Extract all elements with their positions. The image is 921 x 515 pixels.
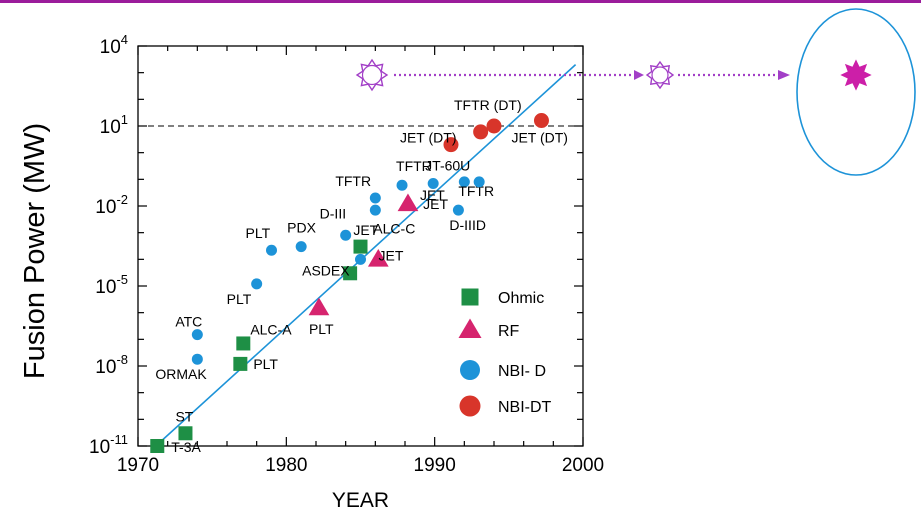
point-label: T-3A (171, 439, 201, 455)
nbidt-marker (443, 137, 459, 153)
point-label: JET (423, 196, 448, 212)
nbid-marker (369, 204, 381, 216)
arrow-head (634, 70, 644, 80)
point-label: PDX (287, 220, 316, 236)
legend-marker-nbidt (459, 395, 481, 417)
ohmic-marker (178, 426, 193, 441)
legend-label: RF (498, 323, 520, 340)
rf-marker (397, 193, 419, 212)
nbid-marker (251, 278, 263, 290)
y-tick-label: 10-5 (95, 272, 128, 298)
x-tick-label: 1980 (265, 455, 307, 476)
starburst-center (361, 64, 383, 86)
point-label: TFTR (DT) (454, 97, 522, 113)
ohmic-marker (353, 239, 368, 254)
point-label: JT-60U (425, 157, 470, 173)
point-label: ASDEX (302, 262, 350, 278)
nbidt-marker (486, 118, 502, 134)
x-tick-label: 1990 (414, 455, 456, 476)
point-label: ALC-C (373, 220, 415, 236)
legend-marker-ohmic (461, 288, 479, 306)
point-label: PLT (253, 356, 278, 372)
legend-marker-rf (458, 318, 482, 339)
x-tick-label: 2000 (562, 455, 604, 476)
rf-marker (308, 297, 330, 316)
point-label: TFTR (396, 158, 432, 174)
nbid-marker (191, 329, 203, 341)
ohmic-marker (236, 336, 251, 351)
nbid-marker (473, 176, 485, 188)
nbid-marker (452, 204, 464, 216)
nbid-marker (369, 192, 381, 204)
target-star-icon (840, 59, 872, 91)
y-tick-label: 101 (100, 112, 128, 138)
trend-line (155, 64, 577, 447)
point-label: JET (353, 222, 378, 238)
nbidt-marker (473, 124, 489, 140)
point-label: PLT (246, 225, 271, 241)
point-label: PLT (227, 291, 252, 307)
nbid-marker (266, 244, 277, 256)
point-label: JET (379, 247, 404, 263)
nbid-marker (396, 179, 408, 191)
point-label: TFTR (458, 183, 494, 199)
legend-label: Ohmic (498, 290, 544, 307)
ohmic-marker (150, 439, 165, 453)
nbid-marker (340, 229, 352, 241)
ohmic-marker (343, 266, 358, 281)
target-ellipse (796, 8, 916, 176)
nbidt-marker (533, 113, 549, 129)
starburst-center (651, 66, 669, 84)
nbid-marker (427, 177, 439, 189)
legend-label: NBI- D (498, 363, 546, 380)
arrow-head (778, 70, 790, 80)
ohmic-marker (233, 356, 248, 371)
legend-label: NBI-DT (498, 399, 552, 416)
point-label: JET (DT) (400, 130, 457, 146)
point-label: JET (DT) (511, 130, 568, 146)
point-label: ST (175, 408, 193, 424)
top-divider-line (0, 0, 921, 3)
point-label: ALC-A (250, 321, 292, 337)
y-tick-label: 10-8 (95, 352, 128, 378)
legend-marker-nbid (460, 360, 480, 380)
x-axis-label: YEAR (332, 489, 389, 512)
nbid-marker (295, 241, 307, 253)
point-label: TFTR (335, 173, 371, 189)
plot-frame (137, 45, 584, 447)
x-tick-label: 1970 (117, 455, 159, 476)
point-label: ATC (175, 314, 202, 330)
rf-marker (367, 248, 389, 267)
nbid-marker (191, 353, 203, 365)
y-axis-label: Fusion Power (MW) (19, 123, 51, 379)
nbid-marker (355, 253, 366, 265)
nbid-marker (458, 176, 470, 188)
y-tick-label: 10-11 (89, 432, 128, 458)
point-label: PLT (309, 321, 334, 337)
point-label: JET (420, 187, 445, 203)
y-tick-label: 10-2 (95, 192, 128, 218)
point-label: ORMAK (155, 366, 207, 382)
point-label: D-III (320, 205, 346, 221)
y-tick-label: 104 (100, 32, 128, 58)
point-label: D-IIID (449, 217, 486, 233)
